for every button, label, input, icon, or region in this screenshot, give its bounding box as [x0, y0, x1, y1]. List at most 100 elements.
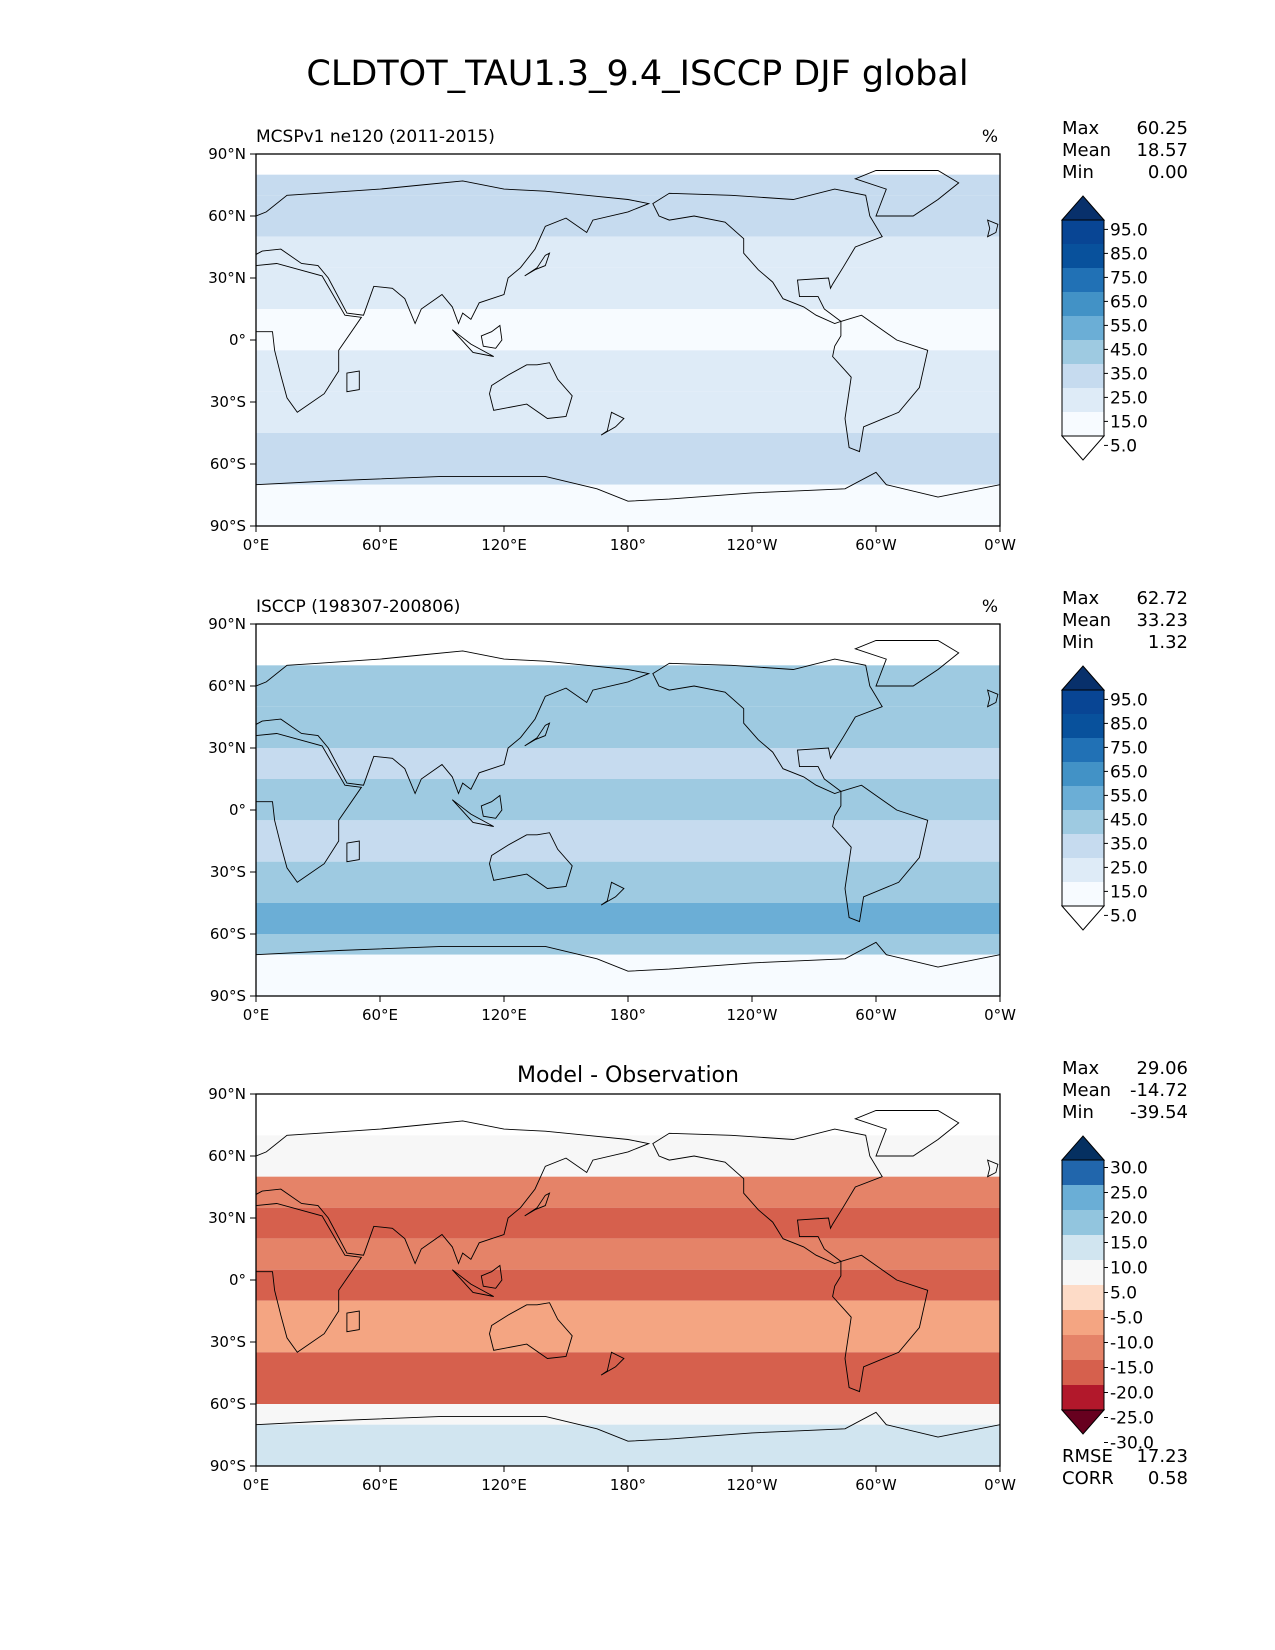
colorbar-label: 35.0	[1110, 834, 1148, 854]
field-band	[256, 1300, 1000, 1353]
colorbar-label: 85.0	[1110, 714, 1148, 734]
y-tick-label: 60°S	[210, 925, 246, 943]
colorbar-box	[1062, 220, 1104, 245]
map-panel-observation: ISCCP (198307-200806) % 0°E 60°E 120°E 180° 12…	[208, 588, 1188, 1024]
colorbar-label: 20.0	[1110, 1209, 1148, 1229]
x-tick-label: 0°E	[243, 1006, 270, 1024]
colorbar-label: 95.0	[1110, 690, 1148, 710]
colorbar: 95.0 85.0 75.0 65.0 55.0 45.0 35.0 25.0 15.0 5.0	[1060, 665, 1148, 931]
y-tick-label: 30°N	[208, 269, 246, 287]
x-tick-label: 0°E	[243, 1476, 270, 1494]
y-tick-label: 0°	[229, 801, 246, 819]
coastline	[346, 1310, 360, 1333]
field-band	[256, 748, 1000, 779]
colorbar-box	[1062, 714, 1104, 739]
coastline	[256, 733, 363, 883]
y-tick-label: 90°S	[210, 517, 246, 535]
coastline	[489, 832, 573, 889]
coastline	[256, 1203, 363, 1353]
field-band	[256, 706, 1000, 748]
colorbar-label: 55.0	[1110, 786, 1148, 806]
x-tick-label: 60°E	[362, 1476, 398, 1494]
coastlines	[256, 640, 1000, 996]
field-band	[256, 1404, 1000, 1425]
coastline	[346, 840, 360, 863]
stat-value: -14.72	[1130, 1080, 1188, 1101]
colorbar-box	[1062, 786, 1104, 811]
colorbar-label: -10.0	[1110, 1334, 1154, 1354]
colorbar-box	[1062, 1185, 1104, 1211]
colorbar-label: 25.0	[1110, 1184, 1148, 1204]
x-tick-label: 120°W	[727, 1006, 778, 1024]
colorbar-box	[1062, 858, 1104, 883]
stat-value: 1.32	[1148, 632, 1188, 653]
coastlines	[256, 1110, 1000, 1466]
coastline	[451, 329, 494, 357]
x-tick-label: 120°W	[727, 536, 778, 554]
y-tick-label: 60°S	[210, 1395, 246, 1413]
colorbar-box	[1062, 1160, 1104, 1186]
x-tick-label: 60°W	[855, 1476, 897, 1494]
y-tick-label: 30°S	[210, 1333, 246, 1351]
coastline	[256, 650, 651, 795]
coastline	[256, 1411, 1000, 1466]
x-tick-label: 120°E	[481, 1476, 527, 1494]
colorbar-frame	[1061, 689, 1105, 907]
coastline	[451, 1269, 494, 1297]
coastline	[853, 640, 960, 687]
colorbar-box	[1062, 1385, 1104, 1411]
colorbar-extend-bottom	[1060, 435, 1106, 461]
colorbar-label: 75.0	[1110, 738, 1148, 758]
panel-left-title: MCSPv1 ne120 (2011-2015)	[256, 127, 495, 147]
stat-value: 18.57	[1136, 140, 1188, 161]
stat-value: 62.72	[1136, 588, 1188, 609]
coastline	[986, 689, 999, 708]
y-tick-label: 60°S	[210, 455, 246, 473]
stat-value: 29.06	[1136, 1058, 1188, 1079]
colorbar-label: 95.0	[1110, 220, 1148, 240]
x-tick-label: 180°	[610, 536, 646, 554]
x-tick-label: 0°W	[984, 1476, 1016, 1494]
colorbar-box	[1062, 340, 1104, 365]
colorbar-label: 85.0	[1110, 244, 1148, 264]
y-tick-label: 30°N	[208, 1209, 246, 1227]
colorbar-box	[1062, 1210, 1104, 1236]
field-band	[256, 484, 1000, 526]
colorbar-label: -5.0	[1110, 1309, 1143, 1329]
colorbar-extend-bottom	[1060, 1409, 1106, 1435]
colorbar-label: 10.0	[1110, 1259, 1148, 1279]
stat-label: Min	[1062, 632, 1094, 653]
colorbar-label: 25.0	[1110, 858, 1148, 878]
colorbar-label: 5.0	[1110, 436, 1137, 456]
field-band	[256, 267, 1000, 309]
coastline	[524, 1192, 551, 1217]
stat-label: Mean	[1062, 140, 1111, 161]
field-band	[256, 779, 1000, 821]
field-band	[256, 1269, 1000, 1301]
field-band	[256, 1176, 1000, 1208]
x-tick-label: 60°E	[362, 536, 398, 554]
colorbar-box	[1062, 810, 1104, 835]
panel-units: %	[982, 597, 998, 617]
colorbar-label: 65.0	[1110, 292, 1148, 312]
colorbar-label: 25.0	[1110, 388, 1148, 408]
x-tick-label: 120°W	[727, 1476, 778, 1494]
bottom-stat-label: RMSE	[1062, 1446, 1113, 1467]
map-panel-model: MCSPv1 ne120 (2011-2015) % 0°E 60°E 120°E 180…	[208, 118, 1188, 554]
coastline	[853, 170, 960, 217]
field-band	[256, 236, 1000, 268]
y-tick-label: 90°N	[208, 145, 246, 163]
colorbar-label: 55.0	[1110, 316, 1148, 336]
panel-left-title: ISCCP (198307-200806)	[256, 597, 460, 617]
coastline	[600, 881, 625, 906]
colorbar-label: 45.0	[1110, 810, 1148, 830]
coastline	[256, 471, 1000, 526]
colorbar-box	[1062, 268, 1104, 293]
bottom-stat-label: CORR	[1062, 1468, 1114, 1489]
field-bands	[256, 624, 1000, 996]
colorbar-label: 45.0	[1110, 340, 1148, 360]
field-band	[256, 1094, 1000, 1136]
colorbar-box	[1062, 1360, 1104, 1386]
